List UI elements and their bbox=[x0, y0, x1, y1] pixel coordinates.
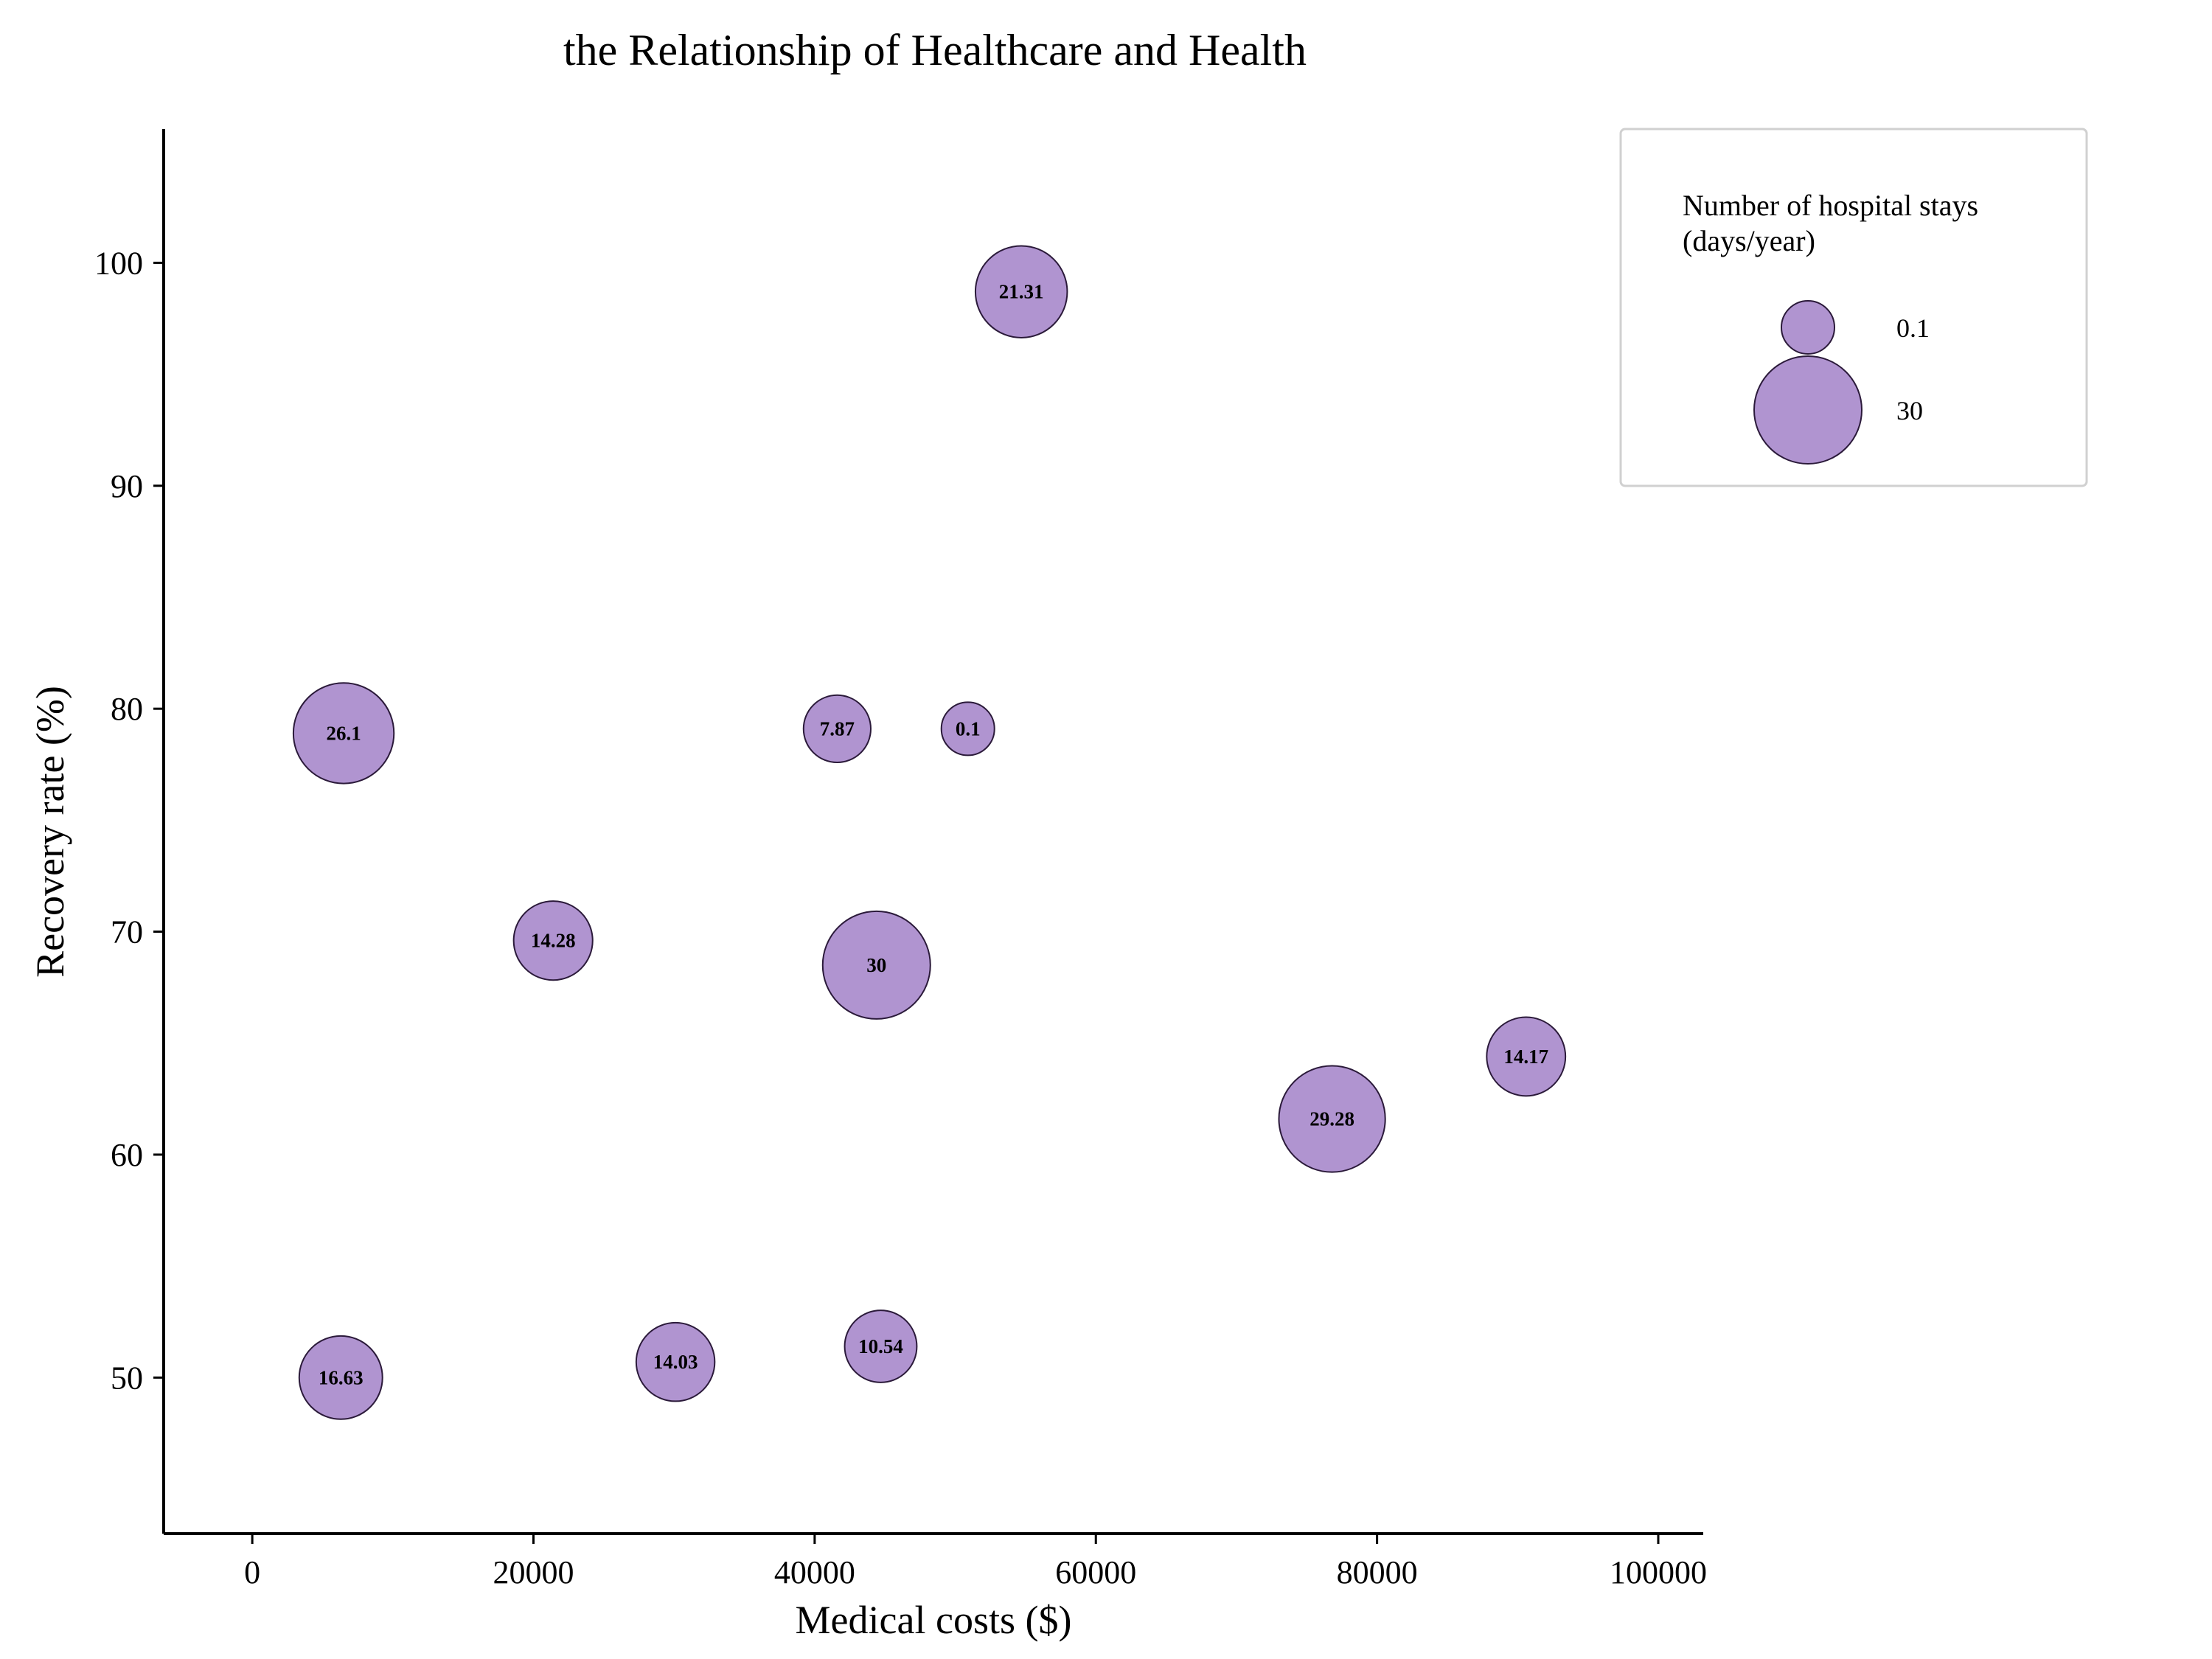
y-axis-label: Recovery rate (%) bbox=[28, 686, 72, 978]
bubble-label: 14.03 bbox=[653, 1351, 698, 1373]
y-tick-label: 80 bbox=[111, 691, 143, 727]
x-tick-label: 60000 bbox=[1055, 1554, 1136, 1590]
bubble bbox=[1278, 1065, 1386, 1173]
y-tick-label: 50 bbox=[111, 1360, 143, 1396]
bubble bbox=[1486, 1016, 1567, 1097]
bubble-label: 30 bbox=[866, 954, 886, 976]
x-tick-label: 100000 bbox=[1610, 1554, 1707, 1590]
bubble bbox=[974, 245, 1068, 338]
bubble-label: 10.54 bbox=[858, 1335, 903, 1357]
legend-bubble bbox=[1753, 355, 1863, 465]
y-tick-label: 70 bbox=[111, 914, 143, 950]
y-tick-label: 90 bbox=[111, 468, 143, 504]
bubble-label: 0.1 bbox=[956, 717, 981, 740]
x-axis-label: Medical costs ($) bbox=[796, 1598, 1072, 1642]
y-ticks: 50 60 70 80 90 100 bbox=[94, 245, 164, 1396]
axes bbox=[162, 129, 1703, 1535]
legend: Number of hospital stays (days/year) 0.1… bbox=[1619, 128, 2088, 487]
y-tick-label: 100 bbox=[94, 245, 143, 281]
x-tick-label: 0 bbox=[244, 1554, 260, 1590]
legend-item-label: 0.1 bbox=[1896, 313, 1930, 343]
legend-items: 0.1 30 bbox=[1753, 300, 1930, 465]
bubble bbox=[298, 1335, 383, 1420]
bubble-label: 21.31 bbox=[999, 281, 1044, 303]
x-tick-label: 80000 bbox=[1337, 1554, 1418, 1590]
legend-box bbox=[1619, 128, 2088, 487]
bubble-label: 26.1 bbox=[326, 722, 361, 744]
bubble-label: 14.17 bbox=[1503, 1046, 1548, 1068]
bubble bbox=[292, 682, 395, 785]
bubbles: 21.31 26.1 7.87 0.1 14.28 30 14.17 29.28 16.63 14… bbox=[292, 245, 1567, 1420]
bubble bbox=[512, 900, 594, 981]
bubble-label: 16.63 bbox=[319, 1366, 364, 1388]
legend-item-label: 30 bbox=[1896, 396, 1923, 425]
bubble-label: 7.87 bbox=[820, 717, 855, 740]
x-ticks: 0 20000 40000 60000 80000 100000 bbox=[244, 1534, 1707, 1590]
bubble-label: 29.28 bbox=[1310, 1108, 1354, 1130]
bubble bbox=[844, 1310, 918, 1383]
x-tick-label: 40000 bbox=[774, 1554, 855, 1590]
bubble bbox=[821, 910, 931, 1020]
bubble bbox=[635, 1321, 716, 1402]
bubble bbox=[802, 694, 872, 764]
legend-bubble bbox=[1781, 300, 1835, 355]
bubble bbox=[940, 701, 995, 757]
chart-title: the Relationship of Healthcare and Healt… bbox=[563, 26, 1307, 74]
x-tick-label: 20000 bbox=[493, 1554, 574, 1590]
legend-title-line2: (days/year) bbox=[1683, 224, 1815, 257]
bubble-label: 14.28 bbox=[531, 930, 576, 952]
legend-title-line1: Number of hospital stays bbox=[1683, 189, 1978, 222]
y-tick-label: 60 bbox=[111, 1137, 143, 1173]
